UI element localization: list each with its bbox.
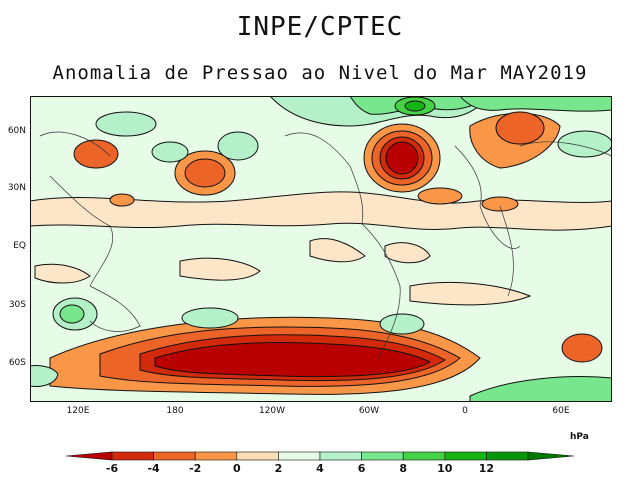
lat-label-60s: 60S: [8, 358, 26, 368]
map-subtitle: Anomalia de Pressao ao Nivel do Mar MAY2…: [52, 62, 588, 84]
negative-patches: [73, 111, 603, 363]
pressure-anomaly-map: [30, 96, 612, 402]
colorbar: [65, 451, 575, 461]
lon-label-60e: 60E: [552, 406, 570, 416]
colorbar-segment: [278, 451, 321, 461]
colorbar-segment: [444, 451, 487, 461]
colorbar-tick-label: -4: [147, 462, 160, 475]
lat-label-eq: EQ: [13, 241, 26, 251]
colorbar-segment: [402, 451, 446, 461]
colorbar-segment: [361, 451, 404, 461]
lon-label-120e: 120E: [66, 406, 90, 416]
colorbar-tick-label: -2: [189, 462, 202, 475]
colorbar-tick-label: 6: [357, 462, 366, 475]
colorbar-tick-label: 2: [274, 462, 283, 475]
coastlines: [39, 131, 612, 359]
colorbar-segment: [486, 451, 529, 461]
lon-label-60w: 60W: [358, 406, 380, 416]
colorbar-segment: [111, 451, 154, 461]
colorbar-segment: [236, 451, 279, 461]
lat-label-30n: 30N: [7, 183, 26, 193]
colorbar-units: hPa: [570, 432, 589, 442]
north-atlantic-negative: [363, 123, 441, 193]
lon-label-0: 0: [462, 406, 468, 416]
colorbar-segment: [153, 451, 196, 461]
colorbar-high-cap: [527, 451, 575, 461]
lat-label-30s: 30S: [8, 300, 26, 310]
lat-label-60n: 60N: [7, 126, 26, 136]
map-frame: [30, 96, 612, 402]
colorbar-tick-label: 10: [437, 462, 453, 475]
colorbar-tick-label: -6: [105, 462, 119, 475]
lon-label-180: 180: [166, 406, 184, 416]
colorbar-tick-label: 8: [399, 462, 408, 475]
colorbar-segments: [65, 451, 575, 461]
weak-positive-regions: [30, 191, 612, 306]
southern-ocean-negative: [49, 316, 481, 395]
lon-label-120w: 120W: [258, 406, 286, 416]
colorbar-segment: [194, 451, 238, 461]
colorbar-low-cap: [65, 451, 113, 461]
colorbar-segment: [319, 451, 362, 461]
colorbar-tick-label: 0: [232, 462, 241, 475]
colorbar-tick-label: 4: [316, 462, 324, 475]
positive-patches: [30, 96, 612, 402]
colorbar-tick-label: 12: [478, 462, 495, 475]
agency-title: INPE/CPTEC: [236, 12, 404, 42]
